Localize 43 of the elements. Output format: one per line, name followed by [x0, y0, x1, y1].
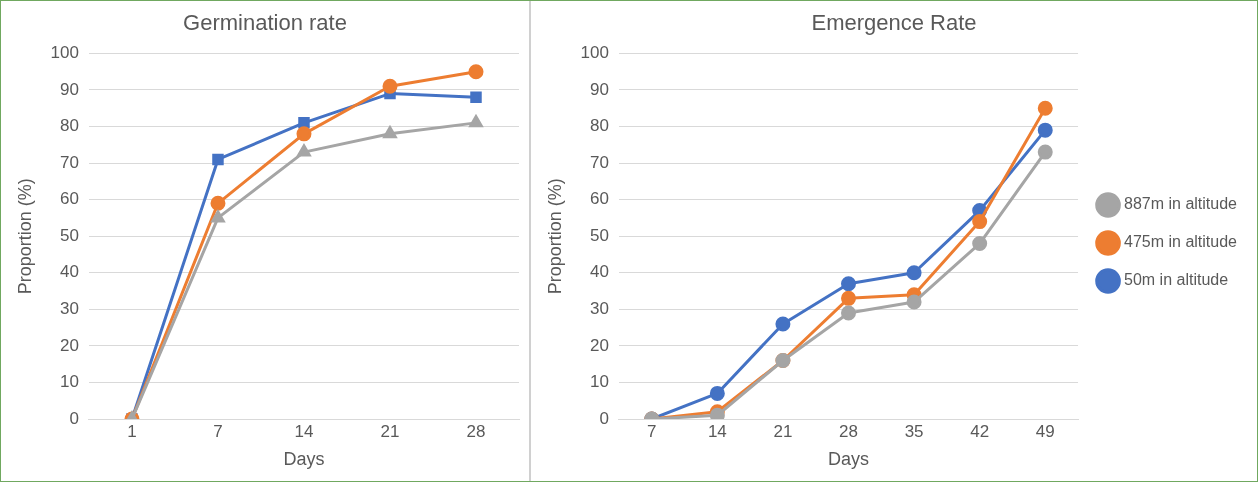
x-tick-label: 28 — [839, 421, 858, 441]
y-axis-title: Proportion (%) — [544, 178, 565, 295]
x-tick-label: 35 — [904, 421, 924, 441]
x-tick-label: 49 — [1035, 421, 1055, 441]
x-tick-label: 7 — [647, 421, 657, 441]
y-tick-label: 60 — [590, 189, 609, 209]
y-tick-label: 20 — [60, 335, 79, 355]
x-tick-label: 14 — [294, 421, 314, 441]
x-tick-label: 14 — [707, 421, 727, 441]
y-tick-label: 10 — [60, 372, 79, 392]
chart-title: Emergence Rate — [811, 10, 977, 36]
y-tick-label: 80 — [60, 116, 79, 136]
y-tick-label: 0 — [69, 408, 79, 428]
y-tick-label: 30 — [60, 299, 79, 319]
y-tick-label: 80 — [590, 116, 609, 136]
legend-label: 475m in altitude — [1124, 233, 1238, 251]
x-tick-label: 21 — [773, 421, 793, 441]
legend-label: 887m in altitude — [1124, 195, 1238, 213]
y-tick-label: 70 — [590, 152, 609, 172]
y-tick-label: 20 — [590, 335, 609, 355]
y-tick-label: 10 — [590, 372, 609, 392]
y-tick-label: 100 — [50, 43, 79, 63]
y-tick-label: 90 — [60, 79, 79, 99]
y-tick-label: 40 — [60, 262, 79, 282]
y-tick-label: 60 — [60, 189, 79, 209]
x-tick-label: 7 — [213, 421, 223, 441]
legend-label: 50m in altitude — [1124, 271, 1229, 289]
y-tick-label: 70 — [60, 152, 79, 172]
y-tick-label: 50 — [590, 225, 609, 245]
y-tick-label: 0 — [599, 408, 609, 428]
y-tick-label: 90 — [590, 79, 609, 99]
x-tick-label: 28 — [466, 421, 486, 441]
y-tick-label: 30 — [590, 299, 609, 319]
x-tick-label: 1 — [127, 421, 137, 441]
x-axis-title: Days — [827, 449, 870, 470]
chart-title: Germination rate — [183, 10, 347, 36]
x-axis-title: Days — [283, 449, 325, 470]
y-tick-label: 100 — [580, 43, 609, 63]
x-tick-label: 21 — [380, 421, 400, 441]
y-tick-label: 40 — [590, 262, 609, 282]
y-tick-label: 50 — [60, 225, 79, 245]
x-tick-label: 42 — [970, 421, 990, 441]
y-axis-title: Proportion (%) — [14, 178, 35, 295]
